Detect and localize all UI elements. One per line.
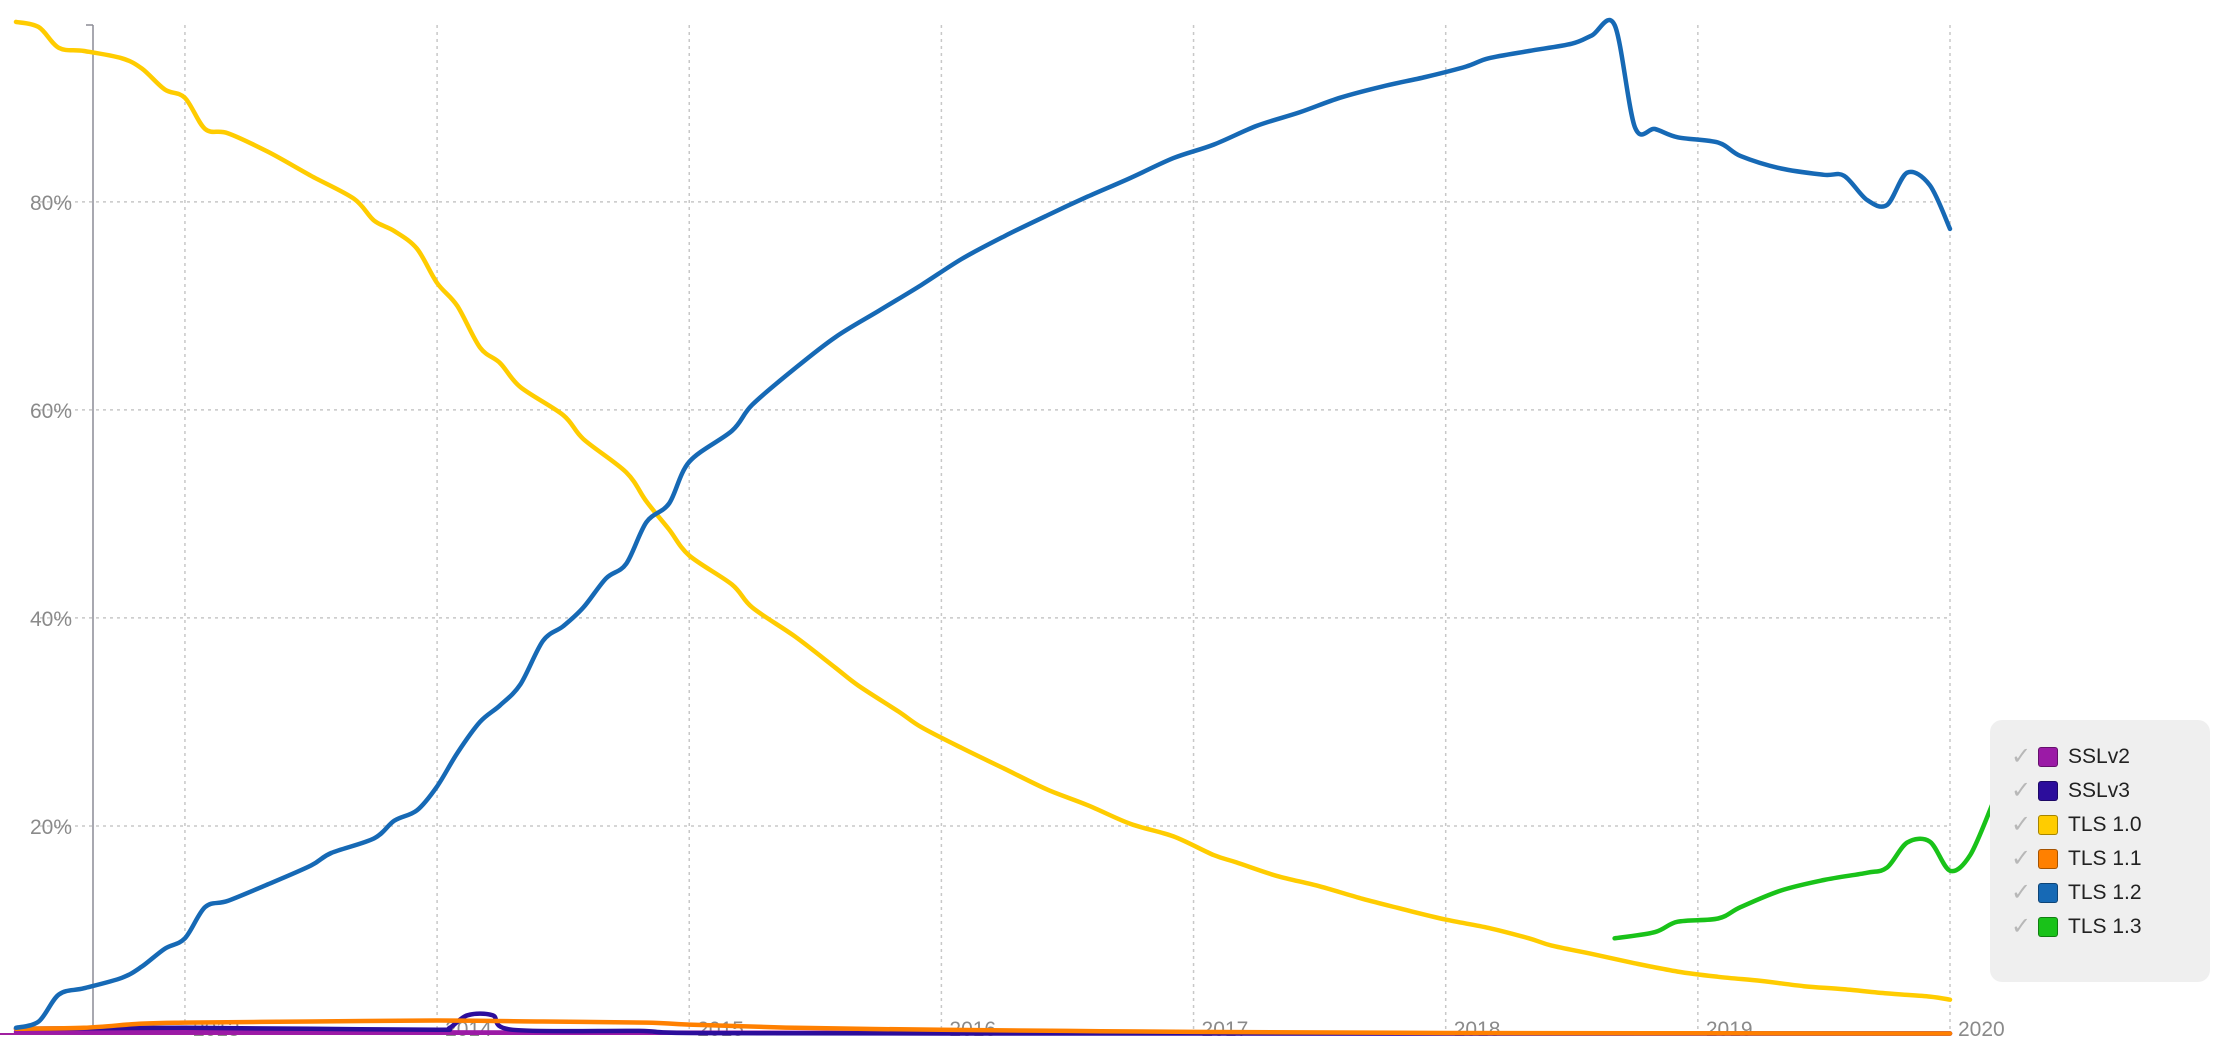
legend-item-tls-1-1[interactable]: ✓ TLS 1.1 xyxy=(2008,842,2210,876)
legend-label: TLS 1.1 xyxy=(2068,847,2142,870)
legend-item-sslv3[interactable]: ✓ SSLv3 xyxy=(2008,774,2210,808)
check-icon: ✓ xyxy=(2010,743,2032,770)
legend-item-sslv2[interactable]: ✓ SSLv2 xyxy=(2008,740,2210,774)
legend-label: TLS 1.0 xyxy=(2068,813,2142,836)
x-tick-label-7: 2020 xyxy=(1958,1018,2005,1041)
legend-swatch xyxy=(2038,747,2058,767)
legend-label: TLS 1.3 xyxy=(2068,915,2142,938)
x-tick-label-2: 2015 xyxy=(697,1018,744,1041)
legend-item-tls-1-2[interactable]: ✓ TLS 1.2 xyxy=(2008,876,2210,910)
check-icon: ✓ xyxy=(2010,913,2032,940)
legend-item-tls-1-3[interactable]: ✓ TLS 1.3 xyxy=(2008,910,2210,944)
y-tick-label-2: 60% xyxy=(30,400,72,423)
series-lines xyxy=(13,17,1996,1036)
check-icon: ✓ xyxy=(2010,845,2032,872)
series-line-tls-1-3 xyxy=(1612,800,1996,941)
legend-label: SSLv2 xyxy=(2068,745,2130,768)
legend-swatch xyxy=(2038,917,2058,937)
y-tick-label-0: 20% xyxy=(30,816,72,839)
check-icon: ✓ xyxy=(2010,879,2032,906)
grid xyxy=(40,25,1951,1034)
check-icon: ✓ xyxy=(2010,811,2032,838)
legend-swatch xyxy=(2038,883,2058,903)
series-line-sslv3 xyxy=(13,1011,1953,1036)
legend-label: SSLv3 xyxy=(2068,779,2130,802)
legend: ✓ SSLv2 ✓ SSLv3 ✓ TLS 1.0 ✓ TLS 1.1 ✓ TLS 1.2 ✓ TLS… xyxy=(1990,720,2210,982)
series-line-tls-1-1 xyxy=(13,1018,1953,1036)
check-icon: ✓ xyxy=(2010,777,2032,804)
y-tick-label-1: 40% xyxy=(30,608,72,631)
x-tick-label-6: 2019 xyxy=(1706,1018,1753,1041)
x-tick-label-4: 2017 xyxy=(1202,1018,1249,1041)
legend-label: TLS 1.2 xyxy=(2068,881,2142,904)
x-tick-label-5: 2018 xyxy=(1454,1018,1501,1041)
series-line-tls-1-0 xyxy=(13,19,1953,1002)
series-line-tls-1-2 xyxy=(13,17,1953,1031)
legend-item-tls-1-0[interactable]: ✓ TLS 1.0 xyxy=(2008,808,2210,842)
legend-swatch xyxy=(2038,815,2058,835)
y-tick-label-3: 80% xyxy=(30,192,72,215)
axes: 20%40%60%80%2013 2014 2015 2016 2017 2018 2019… xyxy=(0,24,2005,1041)
legend-swatch xyxy=(2038,781,2058,801)
legend-swatch xyxy=(2038,849,2058,869)
